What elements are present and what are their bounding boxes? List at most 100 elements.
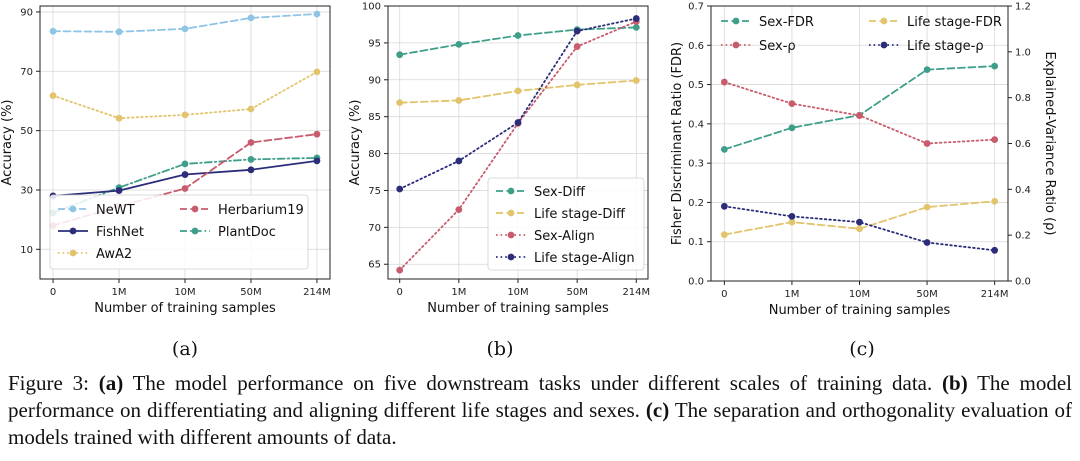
data-point <box>181 111 189 119</box>
panel-label: (a) <box>172 338 198 360</box>
data-point <box>455 40 463 48</box>
data-point <box>49 27 57 35</box>
x-axis-label: Number of training samples <box>769 303 951 318</box>
y-tick-label: 80 <box>368 149 381 160</box>
caption-label-a: (a) <box>98 371 124 395</box>
data-point <box>788 218 796 226</box>
legend-marker <box>69 227 77 235</box>
y2-tick-label: 0.6 <box>1015 139 1031 150</box>
legend-marker <box>507 253 515 261</box>
panel-label: (b) <box>487 338 514 360</box>
legend-marker <box>69 205 77 213</box>
y-tick-label: 90 <box>20 7 33 18</box>
y2-tick-label: 1.2 <box>1015 2 1031 13</box>
legend-marker <box>880 17 888 25</box>
y-axis-label: Accuracy (%) <box>348 100 363 186</box>
x-tick-label: 10M <box>174 287 195 298</box>
caption-text-b: The model performance on differentiating… <box>8 371 1073 422</box>
data-point <box>247 105 255 113</box>
data-point <box>181 25 189 33</box>
data-point <box>923 203 931 211</box>
data-point <box>313 68 321 76</box>
legend: NeWT FishNet AwA2 Herbarium19 PlantDoc <box>49 194 309 270</box>
data-point <box>514 32 522 39</box>
legend-marker <box>507 231 515 239</box>
x-tick-label: 1M <box>784 289 799 300</box>
data-point <box>247 139 255 146</box>
y-tick-label: 75 <box>368 186 381 197</box>
data-point <box>455 206 463 214</box>
legend-marker <box>507 209 515 217</box>
y-tick-label: 85 <box>368 112 381 123</box>
legend-label: PlantDoc <box>218 225 276 240</box>
data-point <box>181 171 189 178</box>
y2-tick-label: 0.4 <box>1015 185 1031 196</box>
x-tick-label: 1M <box>112 287 127 298</box>
data-point <box>573 43 581 50</box>
legend-label: AwA2 <box>96 247 132 262</box>
data-point <box>632 77 640 84</box>
data-point <box>991 62 999 70</box>
data-point <box>856 225 863 233</box>
y-tick-label: 0.7 <box>688 2 704 13</box>
y-tick-label: 0.3 <box>688 159 704 170</box>
legend-label: FishNet <box>96 225 144 240</box>
x-tick-label: 10M <box>507 287 528 298</box>
legend-marker <box>732 17 740 25</box>
caption-label-b: (b) <box>942 371 968 395</box>
x-tick-label: 1M <box>451 287 466 298</box>
x-tick-label: 214M <box>622 287 650 298</box>
y2-tick-label: 1.0 <box>1015 47 1031 58</box>
legend-label: Sex-Diff <box>534 185 586 200</box>
y2-tick-label: 0.8 <box>1015 93 1031 104</box>
data-point <box>115 187 123 194</box>
legend-label: NeWT <box>96 203 135 218</box>
legend-label: Life stage-ρ <box>907 39 984 54</box>
y-axis-label: Accuracy (%) <box>0 100 15 186</box>
y-tick-label: 0.2 <box>688 198 704 209</box>
x-tick-label: 214M <box>981 289 1009 300</box>
data-point <box>573 81 581 89</box>
series-line-3 <box>398 17 638 190</box>
x-tick-label: 0 <box>721 289 727 300</box>
data-point <box>181 160 189 168</box>
data-point <box>788 100 796 108</box>
data-point <box>632 15 640 22</box>
data-point <box>720 145 728 153</box>
x-tick-label: 10M <box>849 289 870 300</box>
legend-label: Sex-Align <box>534 229 595 244</box>
data-point <box>455 157 463 165</box>
legend-box <box>49 194 309 270</box>
data-point <box>923 239 931 246</box>
caption-prefix: Figure 3: <box>8 371 89 395</box>
data-point <box>720 202 728 210</box>
x-tick-label: 50M <box>566 287 587 298</box>
legend-label: Sex-FDR <box>759 15 814 30</box>
x-axis-label: Number of training samples <box>94 301 276 316</box>
data-point <box>396 99 404 107</box>
data-point <box>247 156 255 163</box>
y-tick-label: 0.6 <box>688 41 704 52</box>
y-tick-label: 50 <box>20 126 33 137</box>
figure-3: 0 1M 10M 50M 214M 10 30 50 70 90 Number of trainin… <box>0 2 1057 361</box>
y2-axis-label: Explained-Variance Ratio (ρ) <box>1042 52 1057 236</box>
y-tick-label: 0.5 <box>688 80 704 91</box>
y-tick-label: 70 <box>20 67 33 78</box>
data-point <box>720 231 728 239</box>
data-point <box>720 78 728 86</box>
legend-marker <box>191 227 199 235</box>
y-tick-label: 30 <box>20 185 33 196</box>
legend-marker <box>69 249 77 257</box>
y-tick-label: 90 <box>368 75 381 86</box>
data-point <box>396 51 404 59</box>
data-point <box>396 185 404 193</box>
legend-label: Life stage-FDR <box>907 15 1002 30</box>
legend-label: Life stage-Diff <box>534 207 626 222</box>
legend-marker <box>880 41 888 49</box>
y-axis-label: Fisher Discriminant Ratio (FDR) <box>670 42 685 245</box>
x-tick-label: 0 <box>397 287 403 298</box>
x-tick-label: 214M <box>303 287 331 298</box>
legend-marker <box>191 205 199 213</box>
data-point <box>396 266 404 274</box>
data-point <box>455 97 463 104</box>
